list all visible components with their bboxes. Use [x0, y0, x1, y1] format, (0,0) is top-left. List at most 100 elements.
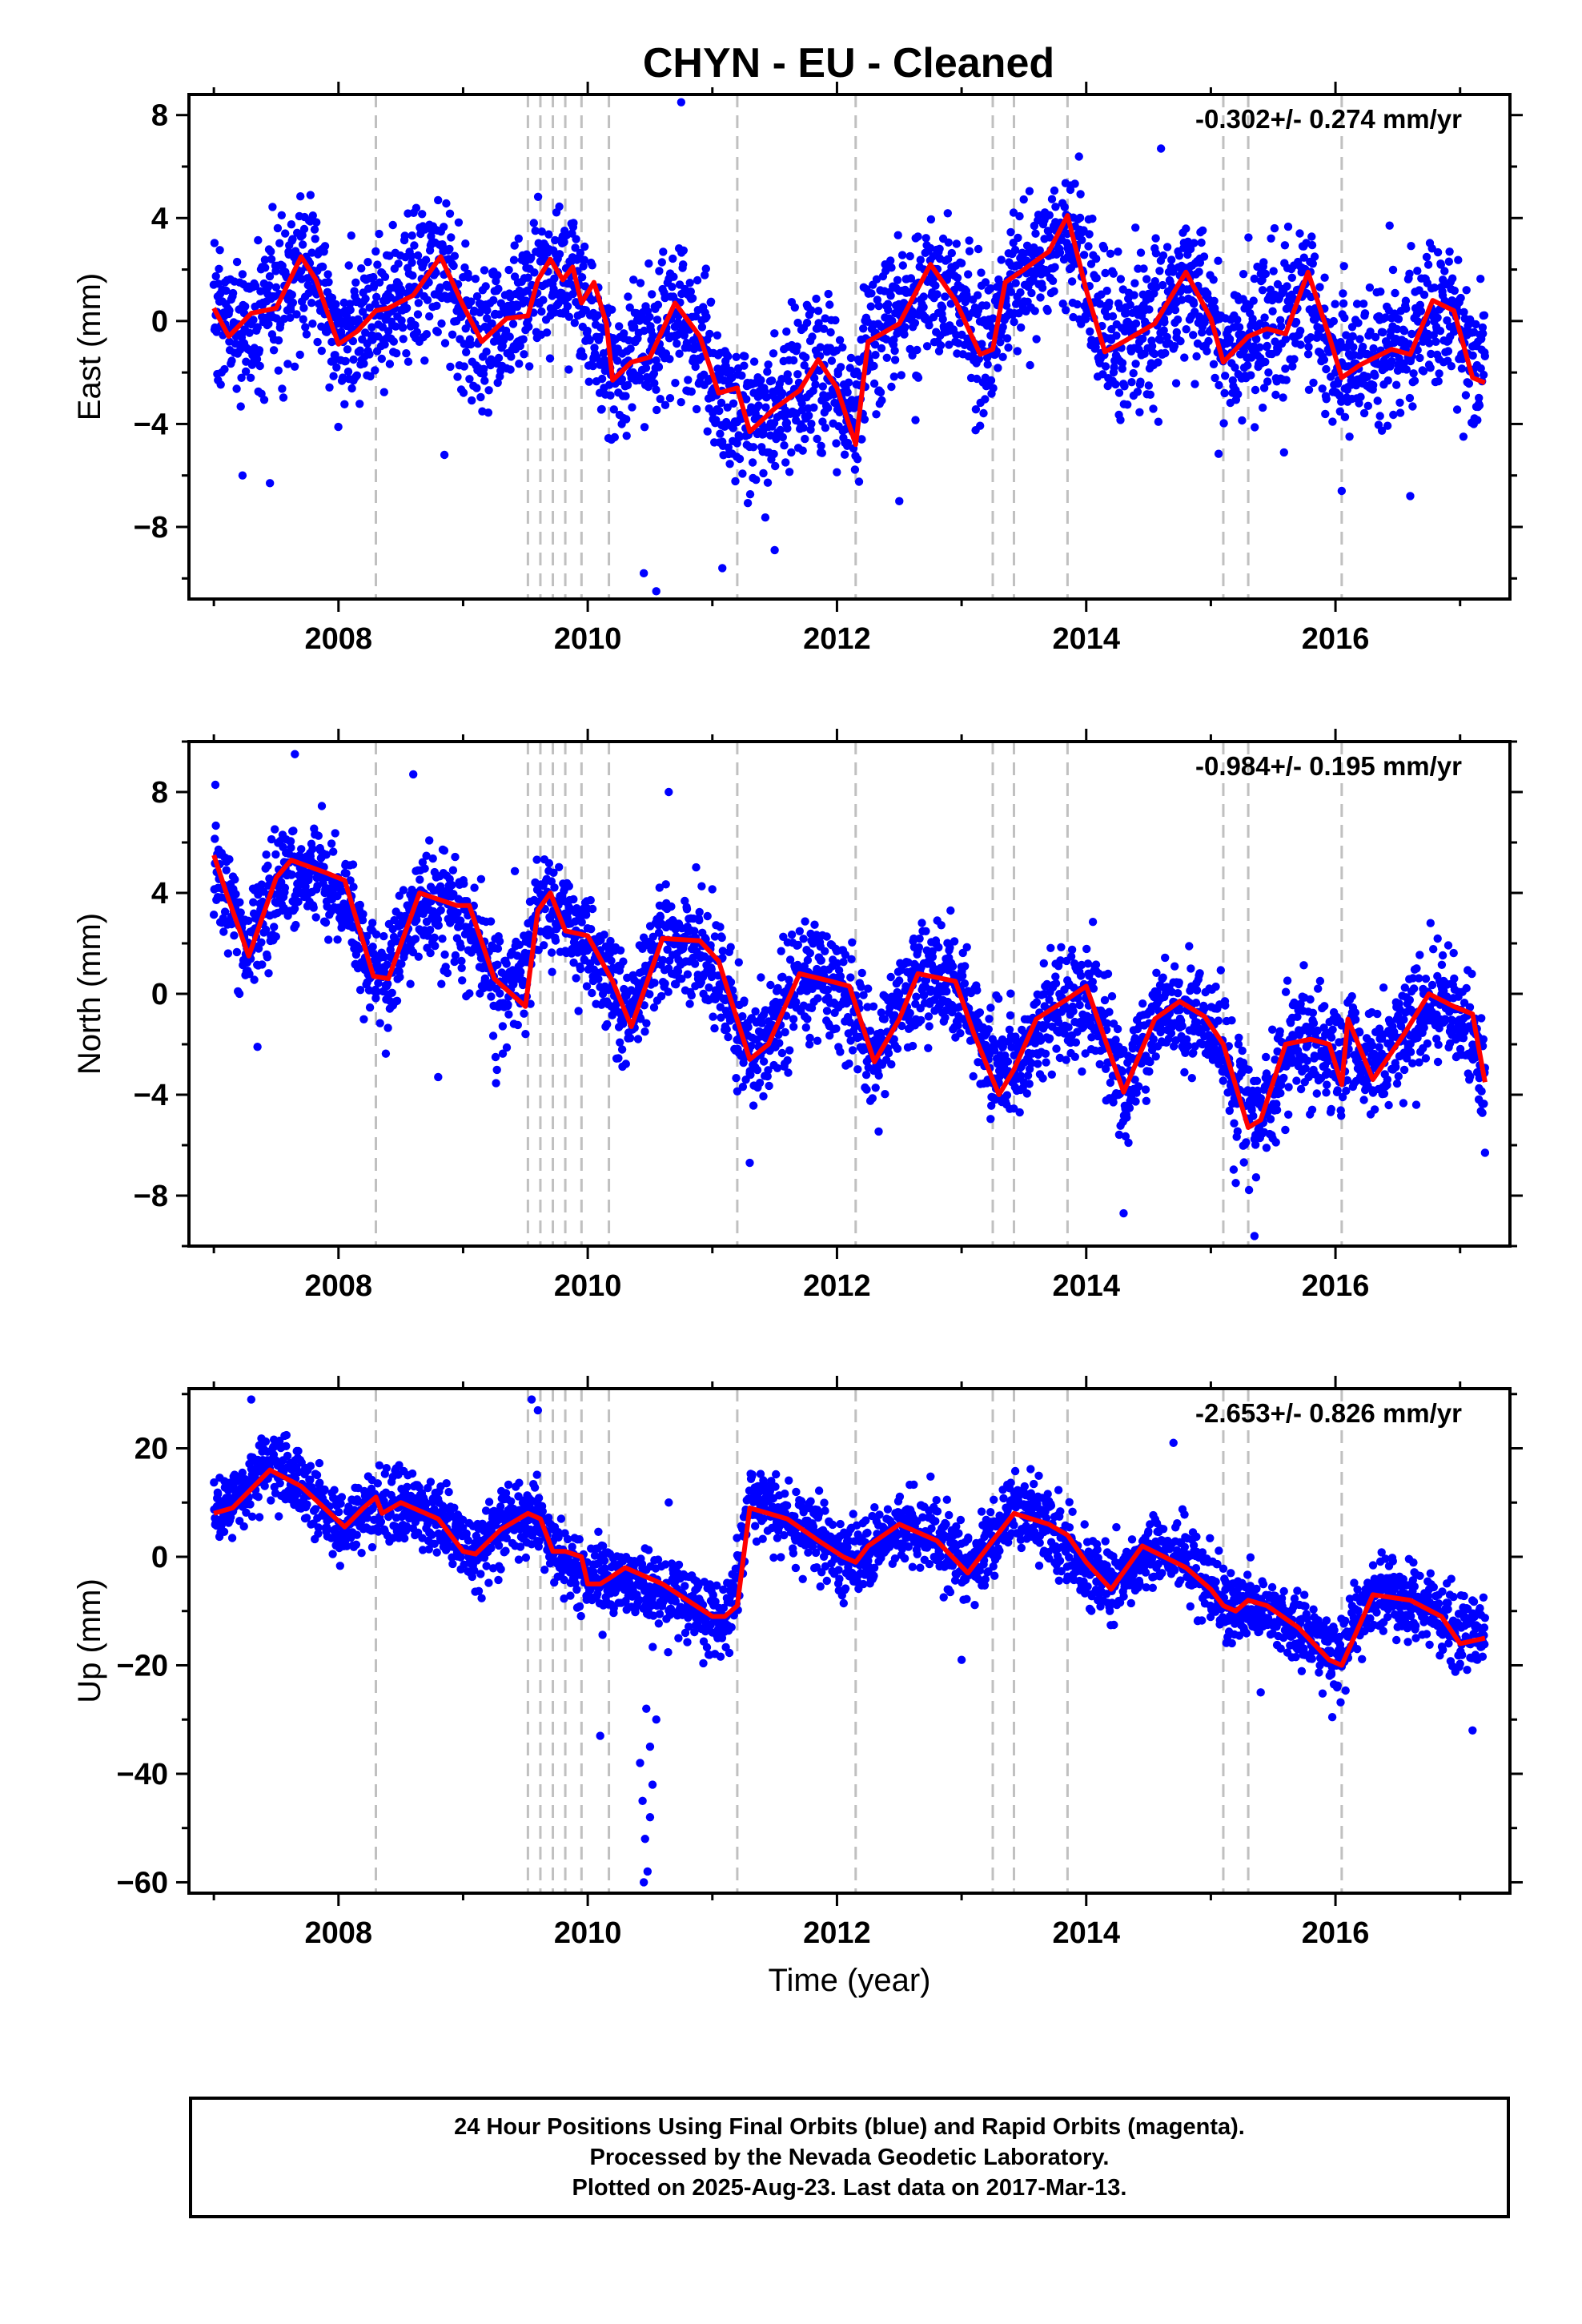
data-point: [273, 223, 283, 233]
data-point: [690, 959, 700, 968]
data-point: [764, 360, 773, 369]
data-point: [1022, 241, 1032, 250]
data-point: [998, 323, 1007, 332]
data-point: [787, 448, 796, 457]
data-point: [813, 307, 823, 316]
data-point: [408, 271, 417, 280]
data-point: [1079, 251, 1089, 259]
data-point: [492, 1065, 501, 1075]
data-point: [299, 224, 309, 234]
data-point: [286, 313, 295, 322]
data-point: [413, 310, 423, 319]
data-point: [211, 834, 219, 843]
data-point: [394, 259, 403, 268]
data-point: [1264, 368, 1273, 377]
data-point: [331, 300, 340, 309]
data-point: [1038, 283, 1047, 292]
data-point: [428, 854, 437, 863]
data-point: [333, 935, 342, 944]
data-point: [1006, 1011, 1015, 1020]
data-point: [332, 363, 341, 372]
data-point: [365, 350, 374, 359]
data-point: [920, 991, 929, 1000]
data-point: [1448, 274, 1457, 283]
data-point: [1410, 376, 1419, 385]
data-point: [292, 310, 301, 319]
data-point: [887, 1059, 896, 1069]
data-point: [1238, 416, 1247, 425]
data-point: [872, 410, 881, 419]
data-point: [1331, 300, 1339, 308]
data-point: [695, 907, 704, 917]
data-point: [492, 1079, 500, 1088]
data-point: [347, 231, 355, 240]
data-point: [343, 367, 353, 376]
data-point: [1176, 336, 1185, 346]
data-point: [886, 972, 895, 982]
data-point: [414, 299, 423, 308]
data-point: [1155, 267, 1164, 275]
data-point: [380, 968, 389, 978]
data-point: [271, 283, 281, 292]
data-point: [653, 300, 663, 309]
data-point: [1267, 234, 1275, 243]
data-point: [1015, 211, 1024, 221]
data-point: [564, 365, 573, 374]
data-point: [494, 353, 504, 363]
data-point: [1209, 360, 1219, 368]
data-point: [1363, 372, 1372, 381]
data-point: [705, 955, 714, 964]
data-point: [1131, 223, 1140, 232]
data-point: [301, 323, 310, 332]
data-point: [668, 283, 677, 292]
data-point: [459, 388, 468, 397]
data-point: [650, 379, 659, 388]
data-point: [767, 376, 777, 385]
data-point: [343, 345, 352, 354]
data-point: [1190, 239, 1199, 247]
data-point: [897, 251, 907, 259]
data-point: [910, 319, 920, 328]
data-point: [1269, 267, 1278, 275]
data-point: [978, 340, 986, 348]
data-point: [1011, 279, 1020, 287]
data-point: [626, 1034, 635, 1043]
data-point: [843, 388, 852, 397]
data-point: [1283, 222, 1293, 231]
data-point: [1457, 364, 1467, 373]
data-point: [1159, 326, 1168, 335]
data-point: [1456, 293, 1465, 303]
data-point: [1016, 288, 1025, 297]
data-point: [785, 975, 793, 984]
data-point: [777, 1048, 787, 1058]
data-point: [655, 883, 664, 892]
data-point: [722, 1025, 731, 1034]
data-point: [640, 1027, 649, 1036]
data-point: [644, 259, 653, 268]
data-point: [928, 952, 938, 962]
data-point: [379, 931, 388, 941]
data-point: [446, 362, 455, 372]
data-point: [761, 403, 770, 412]
data-point: [508, 320, 518, 328]
data-point: [648, 290, 656, 299]
data-point: [1092, 254, 1101, 263]
data-point: [881, 1090, 889, 1099]
data-point: [486, 917, 496, 926]
outlier-point: [639, 569, 648, 578]
data-point: [290, 904, 299, 913]
data-point: [994, 994, 1003, 1003]
data-point: [555, 250, 564, 259]
data-point: [371, 247, 380, 256]
data-point: [437, 979, 446, 988]
data-point: [821, 947, 829, 956]
data-point: [447, 233, 456, 242]
data-point: [374, 979, 383, 988]
data-point: [597, 404, 606, 414]
data-point: [1116, 275, 1126, 283]
data-point: [945, 340, 954, 349]
data-point: [1146, 390, 1155, 399]
data-point: [329, 847, 338, 856]
data-point: [537, 307, 546, 316]
data-point: [352, 371, 361, 380]
